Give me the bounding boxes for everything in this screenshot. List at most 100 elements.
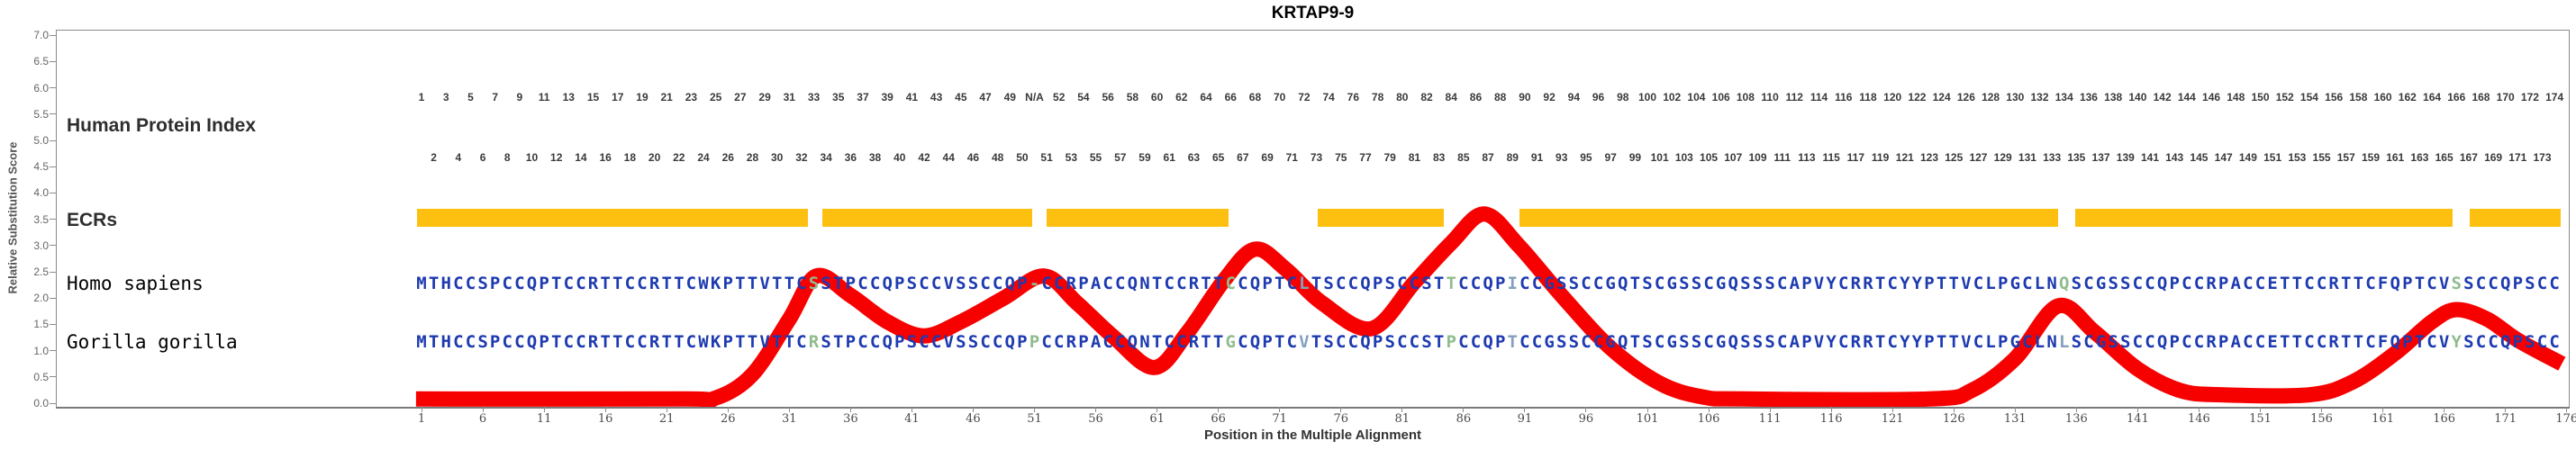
index-number-top: 168 [2472,91,2490,104]
index-number-top: 124 [1932,91,1951,104]
index-number-bottom: 46 [966,151,980,164]
sequence-residue: R [587,274,599,293]
index-number-bottom: 36 [844,151,857,164]
sequence-residue: C [2193,274,2205,293]
sequence-residue: C [1347,332,1359,352]
y-tick-mark [50,402,56,404]
sequence-residue: G [2095,274,2107,293]
sequence-residue: S [1691,274,1702,293]
sequence-residue: T [1433,332,1445,352]
index-number-top: 106 [1711,91,1730,104]
sequence-residue: C [1458,332,1469,352]
sequence-residue: C [919,332,930,352]
sequence-residue: R [1188,332,1200,352]
sequence-residue: C [2488,274,2499,293]
sequence-residue: C [2181,332,2192,352]
index-number-top: 27 [734,91,747,104]
index-number-top: 166 [2447,91,2466,104]
index-number-bottom: 57 [1114,151,1127,164]
index-number-bottom: 113 [1798,151,1816,164]
sequence-residue: C [1041,274,1052,293]
index-number-top: 5 [467,91,474,104]
index-number-bottom: 71 [1285,151,1298,164]
ecr-bar [2470,209,2561,227]
sequence-residue: C [930,332,942,352]
sequence-residue: C [1115,332,1126,352]
index-number-top: 112 [1785,91,1803,104]
x-axis-title: Position in the Multiple Alignment [1203,428,1422,443]
index-number-bottom: 171 [2508,151,2527,164]
sequence-residue: S [1691,332,1702,352]
sequence-residue: Y [1826,332,1837,352]
sequence-residue: R [1188,274,1200,293]
index-number-bottom: 16 [599,151,612,164]
ecr-bar [1519,209,2058,227]
x-tick-mark [482,407,484,412]
sequence-residue: P [1078,332,1089,352]
sequence-residue: S [1642,332,1653,352]
sequence-residue: S [906,332,918,352]
sequence-residue: R [2206,274,2217,293]
sequence-residue: S [1384,274,1395,293]
sequence-residue: T [600,274,611,293]
index-number-top: 174 [2545,91,2564,104]
sequence-residue: T [1948,274,1959,293]
sequence-residue: Q [2499,274,2511,293]
index-number-bottom: 115 [1822,151,1840,164]
plot-top-spine [56,30,2570,31]
sequence-residue: T [661,274,672,293]
index-number-bottom: 131 [2018,151,2036,164]
sequence-residue: C [869,332,881,352]
sequence-residue: V [1299,332,1310,352]
sequence-residue: F [2377,274,2389,293]
sequence-residue: G [2009,274,2021,293]
row-label-ecrs: ECRs [67,210,118,230]
sequence-residue: S [1556,274,1567,293]
index-number-top: 1 [418,91,425,104]
x-tick-mark [788,407,790,412]
sequence-residue: R [649,332,660,352]
sequence-residue: Q [2156,332,2168,352]
sequence-residue: P [1078,274,1089,293]
x-tick-mark [1708,407,1710,412]
sequence-residue: C [1458,274,1469,293]
x-tick-label: 66 [1211,412,1226,426]
x-tick-mark [1401,407,1403,412]
sequence-residue: S [2108,332,2118,352]
index-number-top: 126 [1956,91,1975,104]
sequence-residue: C [2475,332,2487,352]
x-tick-mark [1891,407,1893,412]
sequence-residue: C [1397,274,1408,293]
sequence-residue: P [1372,332,1383,352]
sequence-residue: C [2254,332,2266,352]
index-number-bottom: 147 [2214,151,2233,164]
y-tick-mark [50,87,56,89]
sequence-residue: T [1629,332,1641,352]
index-number-top: 98 [1617,91,1629,104]
sequence-residue: R [1850,332,1862,352]
sequence-residue: R [1863,332,1873,352]
x-tick-mark [1463,407,1465,412]
x-tick-label: 16 [597,412,613,426]
index-number-bottom: 24 [697,151,710,164]
sequence-residue: P [894,274,905,293]
sequence-residue: C [1703,332,1714,352]
sequence-residue: P [894,332,905,352]
x-tick-mark [2260,407,2261,412]
x-tick-mark [2075,407,2077,412]
sequence-residue: C [465,332,476,352]
sequence-residue: T [2341,332,2352,352]
x-tick-label: 151 [2249,412,2272,426]
sequence-residue: C [980,332,991,352]
x-tick-label: 161 [2372,412,2394,426]
sequence-residue: T [428,332,440,352]
sequence-residue: V [943,274,954,293]
x-tick-mark [1279,407,1281,412]
sequence-residue: P [2218,332,2229,352]
sequence-residue: C [2022,274,2033,293]
sequence-residue: Q [526,332,538,352]
sequence-residue: V [1813,332,1825,352]
sequence-residue: V [1961,274,1972,293]
x-tick-label: 146 [2188,412,2210,426]
index-number-top: 66 [1224,91,1237,104]
